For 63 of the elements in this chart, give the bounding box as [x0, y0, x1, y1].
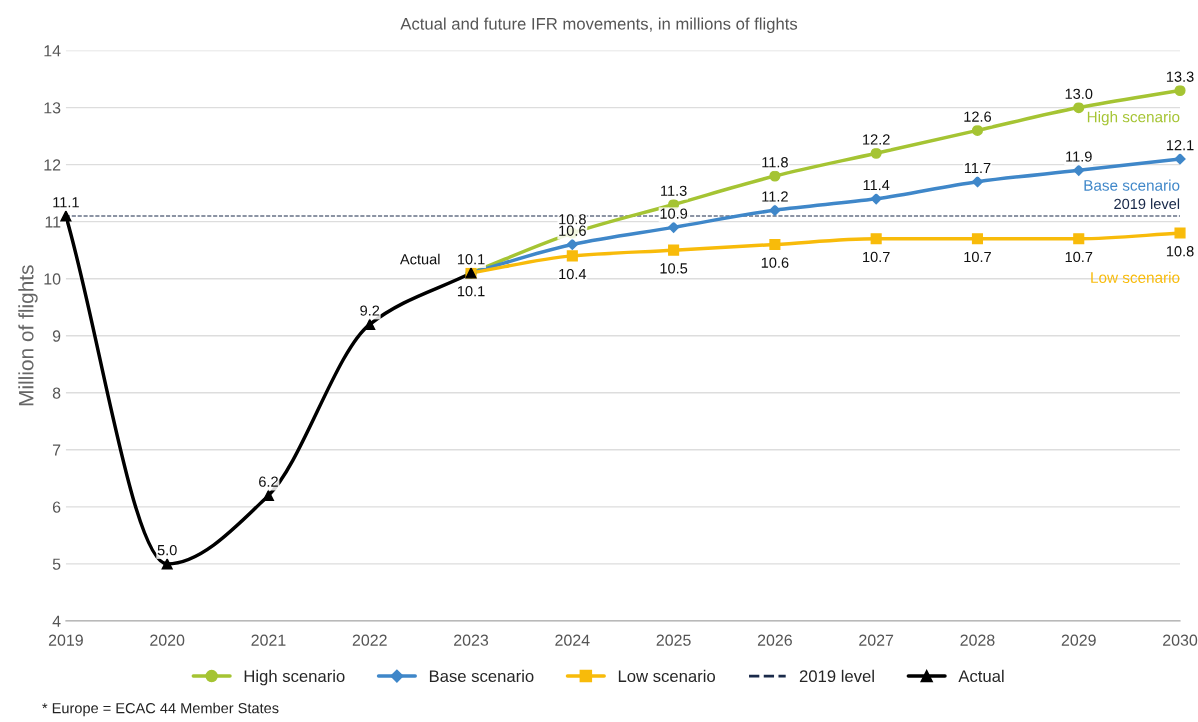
y-tick-label: 4 — [52, 615, 61, 627]
x-tick-label: 2030 — [1163, 634, 1198, 646]
text: Actual — [399, 253, 440, 265]
data-label: 10.6 — [559, 225, 586, 236]
data-label: 13.0 — [1065, 88, 1093, 99]
y-tick-label: 8 — [52, 387, 61, 399]
data-label: 6.2 — [259, 476, 278, 487]
data-label: 12.1 — [1166, 140, 1194, 151]
y-tick-label: 10 — [44, 273, 61, 285]
data-label: 10.9 — [660, 208, 688, 219]
data-label: 10.1 — [457, 254, 485, 265]
text: High scenario — [1087, 111, 1180, 126]
data-label: 12.6 — [964, 111, 992, 122]
data-label: 13.3 — [1166, 71, 1194, 82]
text: Base scenario — [1084, 179, 1180, 191]
data-label: 10.8 — [559, 214, 586, 225]
data-label: 11.3 — [661, 185, 687, 196]
chart-subtitle: Actual and future IFR movements, in millions of flights — [400, 17, 798, 34]
y-tick-label: 7 — [52, 444, 61, 456]
y-tick-label: 5 — [52, 558, 61, 570]
text: Low scenario — [1091, 271, 1180, 283]
x-tick-label: 2026 — [757, 634, 792, 646]
data-label: 10.5 — [660, 263, 688, 274]
data-label: 10.7 — [964, 251, 991, 263]
data-label: 11.8 — [762, 157, 788, 168]
text: * Europe = ECAC 44 Member States — [42, 702, 279, 717]
data-label: 9.2 — [360, 305, 380, 316]
data-label: 5.0 — [157, 544, 177, 556]
y-tick-label: 9 — [52, 330, 61, 342]
data-label: 10.8 — [1166, 246, 1194, 257]
data-label: 11.7 — [964, 162, 991, 173]
x-tick-label: 2027 — [859, 634, 894, 646]
data-label: 12.2 — [863, 134, 890, 145]
x-tick-label: 2029 — [1061, 634, 1096, 646]
legend-label: Actual — [958, 669, 1004, 683]
data-label: 10.4 — [559, 268, 587, 280]
x-tick-label: 2019 — [48, 634, 83, 646]
data-label: 11.4 — [863, 180, 890, 191]
y-tick-label: 12 — [44, 159, 61, 171]
legend-label: Low scenario — [618, 669, 716, 683]
data-label: 10.6 — [761, 257, 789, 268]
legend-label: High scenario — [244, 669, 345, 686]
data-label: 10.1 — [457, 286, 485, 297]
x-tick-label: 2024 — [555, 634, 590, 646]
legend-label: 2019 level — [799, 669, 874, 683]
data-label: 11.9 — [1066, 151, 1092, 162]
y-tick-label: 13 — [44, 102, 61, 114]
x-tick-label: 2025 — [656, 634, 691, 646]
x-tick-label: 2020 — [150, 634, 185, 646]
x-tick-label: 2023 — [454, 634, 489, 646]
x-tick-label: 2021 — [251, 634, 286, 646]
y-tick-label: 14 — [44, 45, 61, 57]
text: 2019 level — [1114, 198, 1180, 210]
x-tick-label: 2022 — [352, 634, 387, 646]
data-label: 10.7 — [863, 251, 890, 263]
y-tick-label: 11 — [45, 216, 61, 228]
data-label: 10.7 — [1065, 251, 1093, 263]
y-axis-title: Million of flights — [18, 265, 38, 406]
legend-label: Base scenario — [429, 669, 534, 683]
data-label: 11.2 — [762, 191, 788, 202]
data-label: 11.1 — [53, 197, 79, 208]
y-tick-label: 6 — [52, 501, 61, 513]
x-tick-label: 2028 — [960, 634, 995, 646]
